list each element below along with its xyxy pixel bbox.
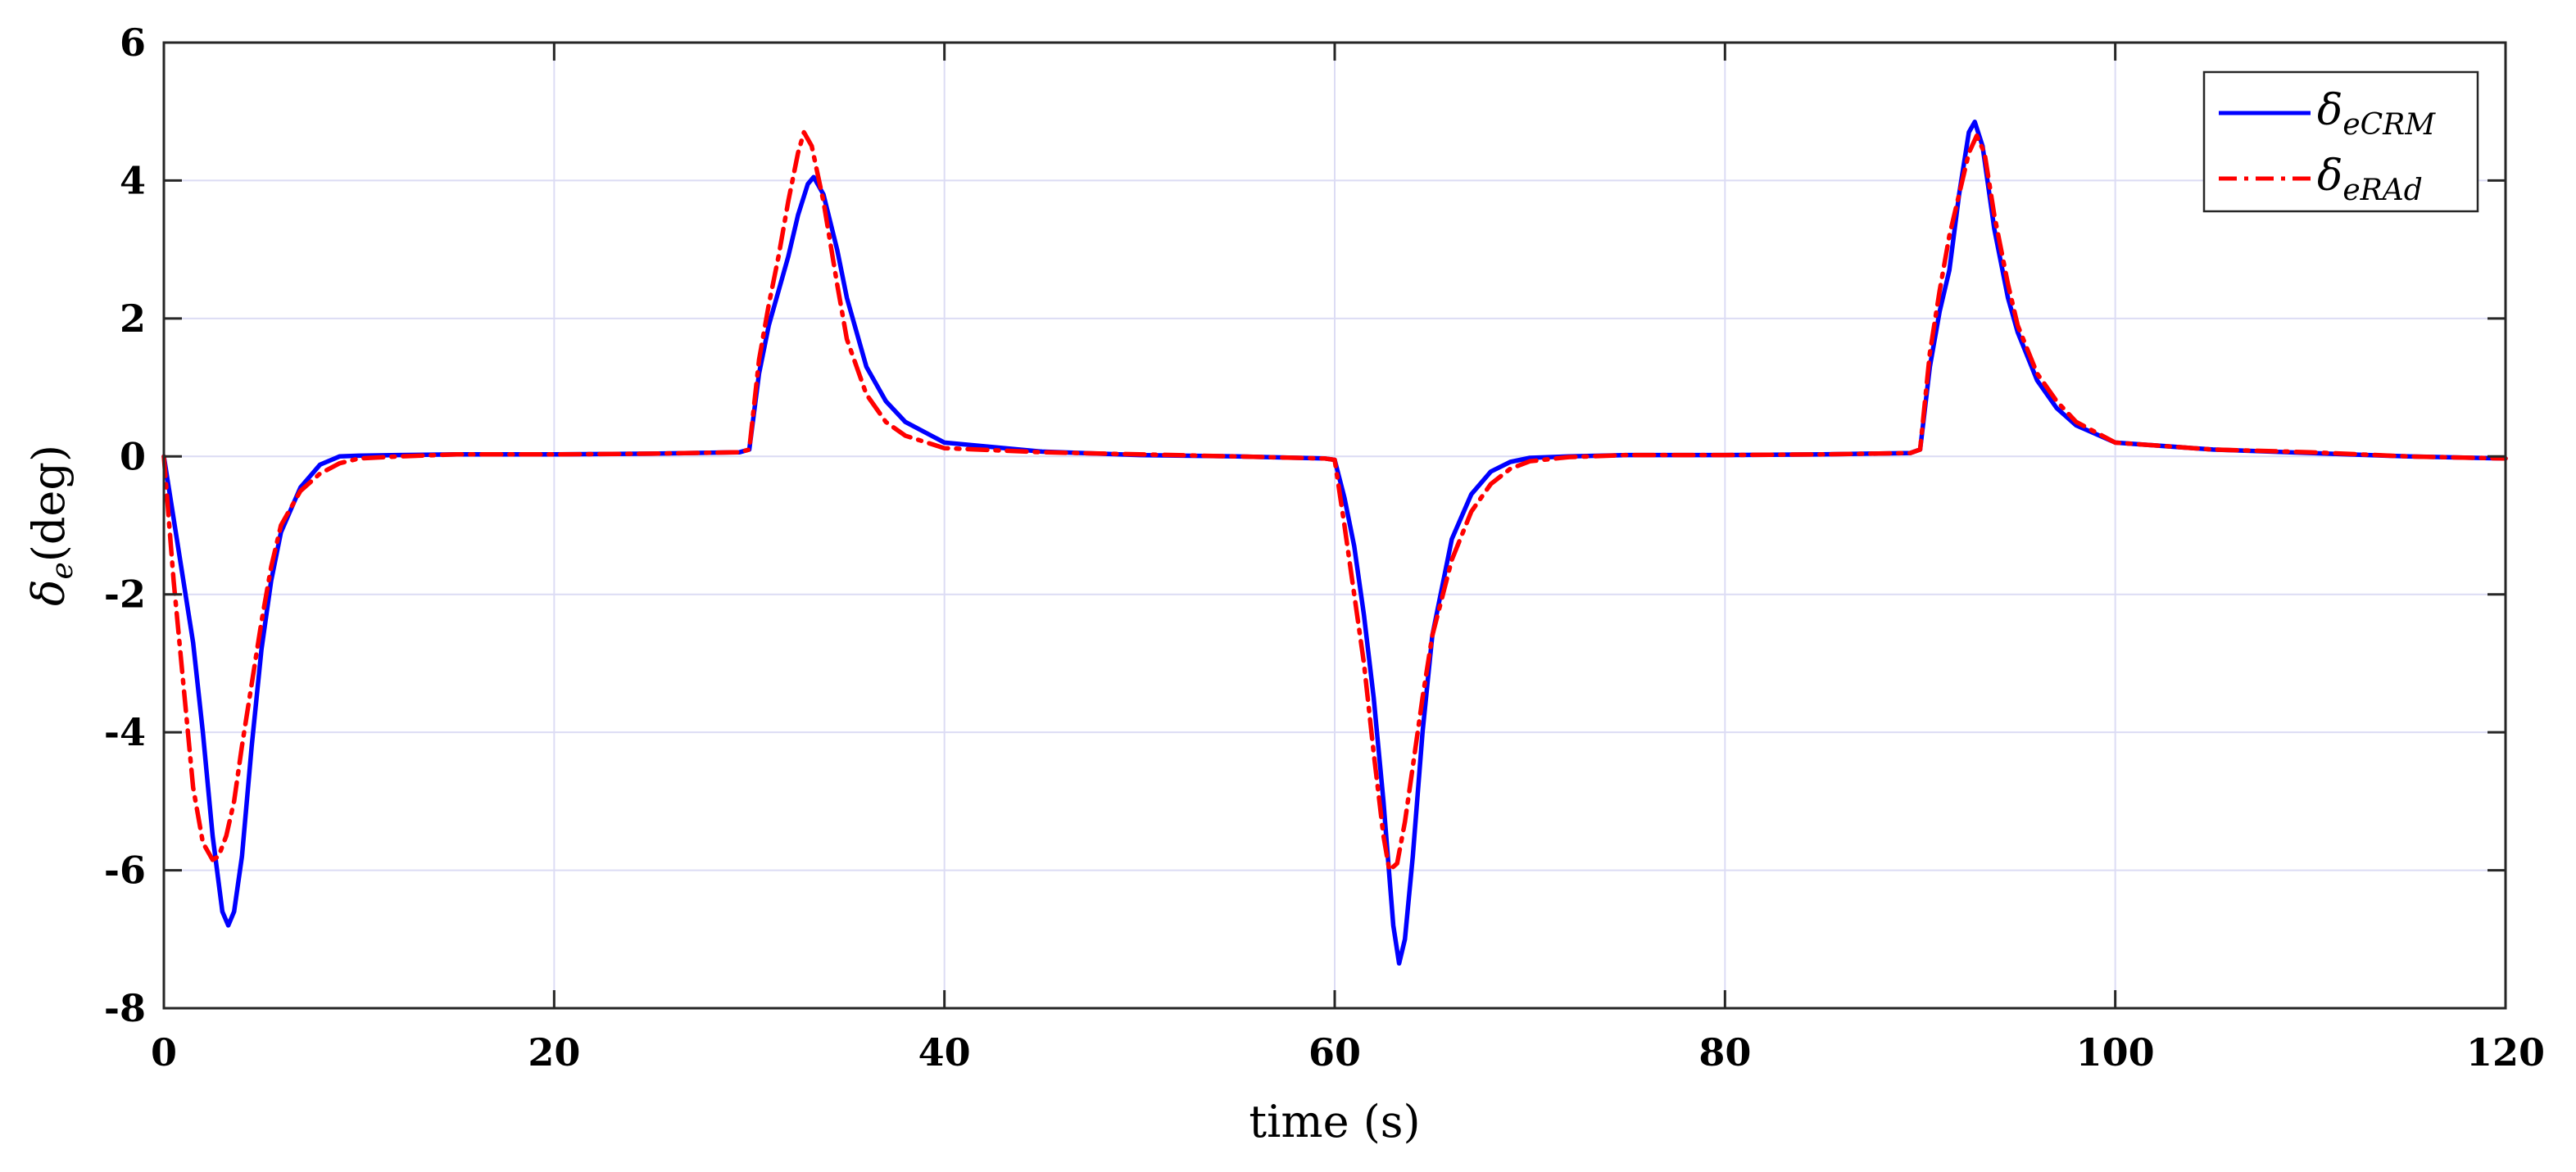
- x-axis-label: time (s): [1249, 1096, 1420, 1147]
- y-tick-label: -8: [104, 986, 146, 1030]
- y-tick-label: 4: [120, 158, 146, 202]
- legend: δeCRM δeRAd: [2202, 70, 2479, 213]
- y-axis-label-subscript: e: [46, 562, 79, 579]
- x-tick-label: 60: [1308, 1030, 1361, 1075]
- y-axis-label-unit: (deg): [23, 445, 75, 562]
- y-tick-label: -4: [104, 710, 146, 754]
- legend-box: [2202, 70, 2479, 213]
- series-line-erad: [161, 129, 2508, 873]
- legend-entry-erad-symbol: δ: [2317, 152, 2342, 201]
- x-tick-label: 0: [151, 1030, 177, 1075]
- y-tick-label: -2: [104, 572, 146, 617]
- y-tick-label: 0: [120, 434, 146, 478]
- legend-entry-ecrm: δeCRM: [2317, 86, 2436, 142]
- axis-ticks: [162, 41, 2507, 1010]
- y-tick-label: -6: [104, 848, 146, 893]
- x-tick-label: 20: [528, 1030, 580, 1075]
- legend-entry-erad: δeRAd: [2317, 152, 2423, 207]
- x-tick-label: 100: [2076, 1030, 2155, 1075]
- tick-labels: 0 20 40 60 80 100 120 -8 -6 -4 -2 0 2 4 6: [104, 20, 2545, 1075]
- legend-entry-ecrm-symbol: δ: [2317, 86, 2342, 135]
- y-axis-label-symbol: δ: [23, 580, 75, 607]
- legend-entry-ecrm-subscript: eCRM: [2342, 108, 2436, 142]
- y-axis-label: δe(deg): [23, 445, 79, 606]
- legend-entry-erad-subscript: eRAd: [2342, 174, 2422, 207]
- x-tick-label: 40: [918, 1030, 971, 1075]
- x-tick-label: 80: [1698, 1030, 1751, 1075]
- y-tick-label: 6: [120, 20, 146, 65]
- y-tick-label: 2: [120, 296, 146, 341]
- x-tick-label: 120: [2466, 1030, 2545, 1075]
- series-lines: [161, 120, 2508, 966]
- grid: [164, 43, 2506, 1008]
